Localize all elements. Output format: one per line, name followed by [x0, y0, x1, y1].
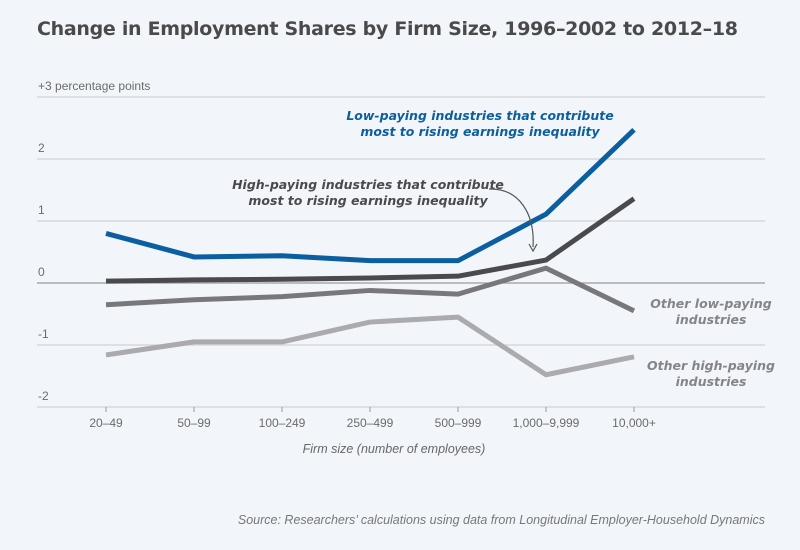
- x-tick-label: 100–249: [259, 416, 306, 430]
- x-tick-label: 50–99: [177, 416, 211, 430]
- x-tick-label: 500–999: [435, 416, 482, 430]
- series-label: Other high-paying: [647, 358, 775, 373]
- annotation-arrowhead: [528, 243, 538, 253]
- y-tick-label: 1: [38, 203, 45, 217]
- y-tick-label: 2: [38, 141, 45, 155]
- series-label: Other low-paying: [650, 296, 771, 311]
- series-label: Low-paying industries that contribute: [346, 108, 613, 123]
- series-line: [105, 128, 636, 264]
- x-tick-label: 1,000–9,999: [513, 416, 580, 430]
- series-label: most to rising earnings inequality: [248, 193, 488, 208]
- x-tick-label: 10,000+: [612, 416, 656, 430]
- x-axis-label: Firm size (number of employees): [303, 442, 486, 456]
- y-tick-label: -1: [38, 327, 49, 341]
- y-tick-label: +3 percentage points: [38, 79, 150, 93]
- x-tick-label: 20–49: [89, 416, 123, 430]
- x-tick-label: 250–499: [347, 416, 394, 430]
- series-label: industries: [676, 374, 747, 389]
- series-line: [105, 314, 635, 378]
- series-label: industries: [676, 312, 747, 327]
- y-tick-label: 0: [38, 265, 45, 279]
- chart-title: Change in Employment Shares by Firm Size…: [37, 18, 738, 40]
- series-line: [105, 265, 636, 314]
- series-label: High-paying industries that contribute: [232, 177, 504, 192]
- source-note: Source: Researchers’ calculations using …: [237, 513, 765, 527]
- series-line: [105, 196, 636, 284]
- annotation-arrow: [488, 188, 534, 248]
- series-label: most to rising earnings inequality: [360, 124, 600, 139]
- y-tick-label: -2: [38, 389, 49, 403]
